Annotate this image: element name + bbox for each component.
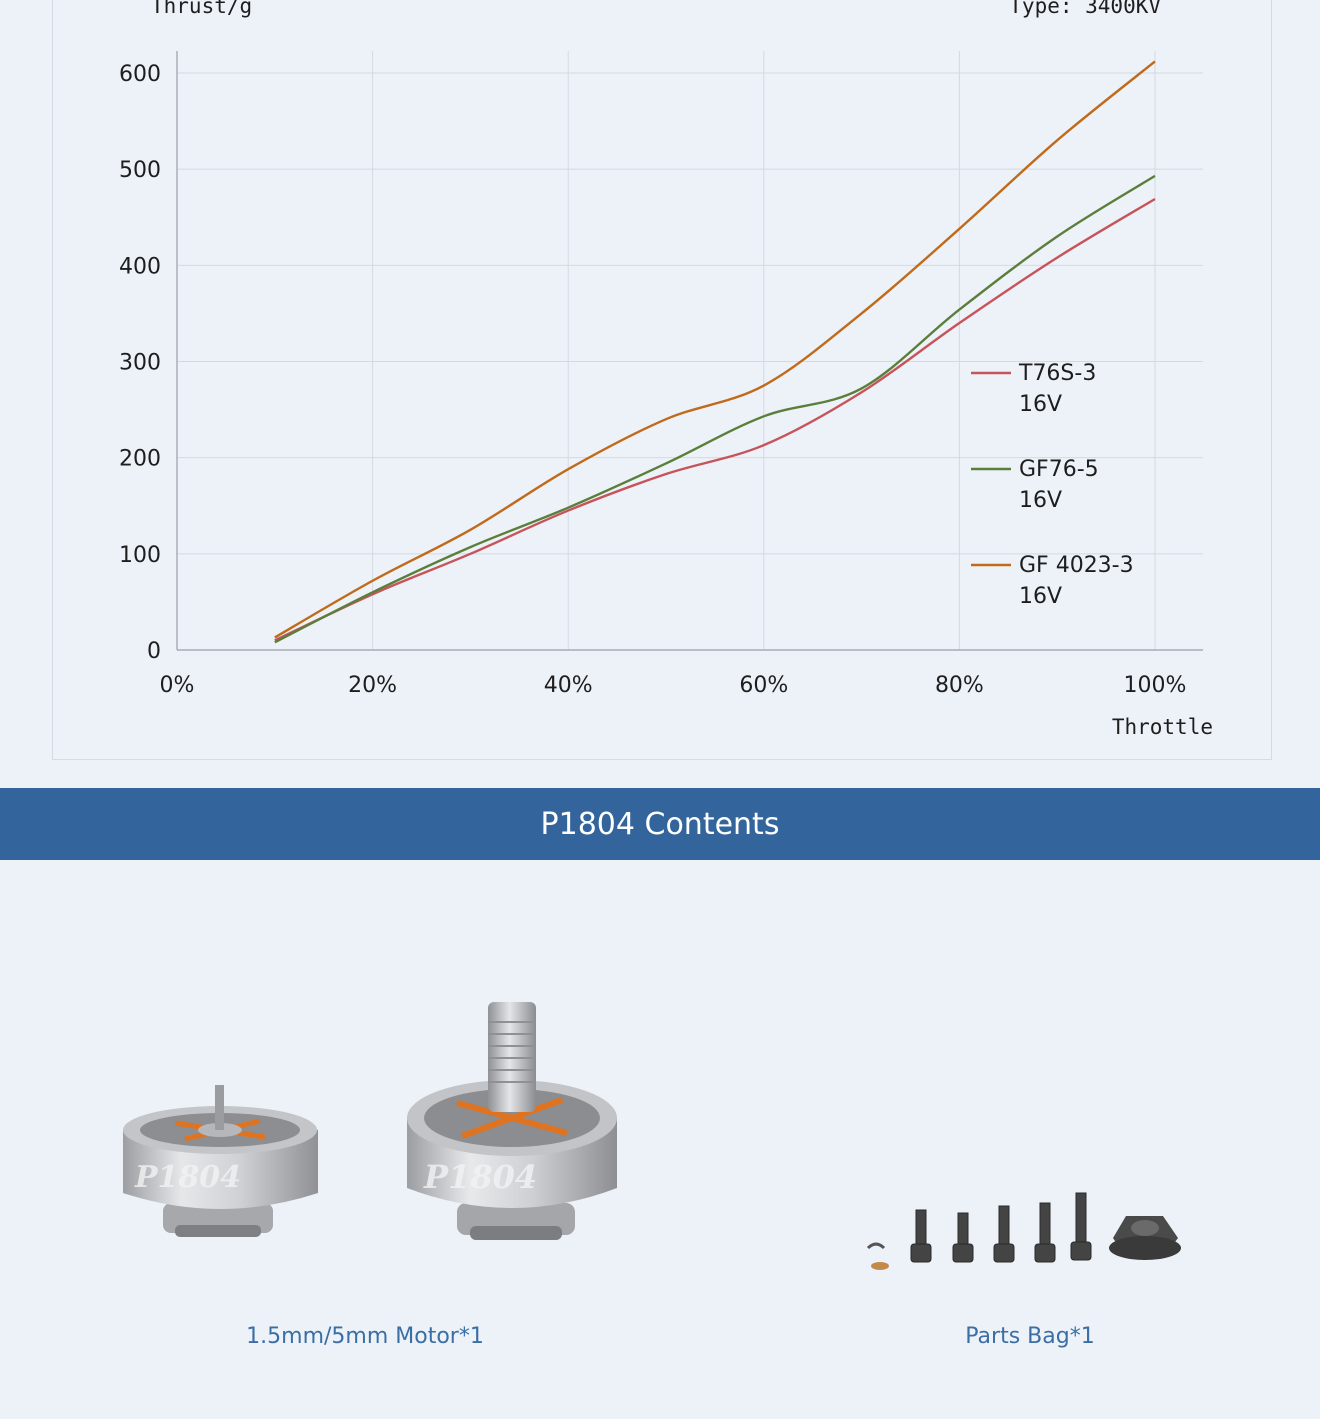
motor-caption: 1.5mm/5mm Motor*1 <box>246 1324 484 1349</box>
x-tick-label: 0% <box>160 673 195 698</box>
y-tick-label: 300 <box>119 351 161 376</box>
svg-text:P1804: P1804 <box>134 1160 241 1195</box>
parts-bag-image <box>866 1192 1181 1270</box>
y-tick-label: 200 <box>119 447 161 472</box>
x-tick-label: 80% <box>935 673 984 698</box>
legend-sublabel-1: 16V <box>1019 392 1062 417</box>
series-line-1 <box>274 197 1156 642</box>
motor-large-image: P1804 <box>407 1002 617 1240</box>
x-tick-label: 40% <box>544 673 593 698</box>
x-tick-label: 20% <box>348 673 397 698</box>
legend-sublabel-2: 16V <box>1019 488 1062 513</box>
x-tick-label: 100% <box>1124 673 1187 698</box>
motor-small-image: P1804 <box>123 1085 318 1237</box>
x-axis-title: Throttle <box>1112 715 1213 739</box>
svg-text:P1804: P1804 <box>423 1158 537 1196</box>
contents-banner: P1804 Contents <box>0 788 1320 860</box>
y-tick-label: 500 <box>119 158 161 183</box>
y-tick-label: 0 <box>147 639 161 664</box>
x-tick-label: 60% <box>739 673 788 698</box>
parts-caption: Parts Bag*1 <box>965 1324 1095 1349</box>
y-tick-label: 100 <box>119 543 161 568</box>
series-line-3 <box>274 60 1156 639</box>
y-tick-label: 600 <box>119 62 161 87</box>
y-tick-label: 400 <box>119 254 161 279</box>
legend-label-2: GF76-5 <box>1019 457 1099 482</box>
y-axis-title: Thrust/g <box>151 0 252 18</box>
legend-sublabel-3: 16V <box>1019 584 1062 609</box>
thrust-chart: 0 100 200 300 400 500 600 0% 20% 40% 60% 80% 100% Thr… <box>52 0 1272 760</box>
series-line-2 <box>274 174 1156 644</box>
banner-title: P1804 Contents <box>540 806 780 842</box>
chart-svg: 0 100 200 300 400 500 600 0% 20% 40% 60% 80% 100% Thr… <box>119 0 1213 739</box>
legend-label-3: GF 4023-3 <box>1019 553 1134 578</box>
legend-label-1: T76S-3 <box>1018 361 1096 386</box>
chart-type-label: Type: 3400KV <box>1009 0 1161 18</box>
